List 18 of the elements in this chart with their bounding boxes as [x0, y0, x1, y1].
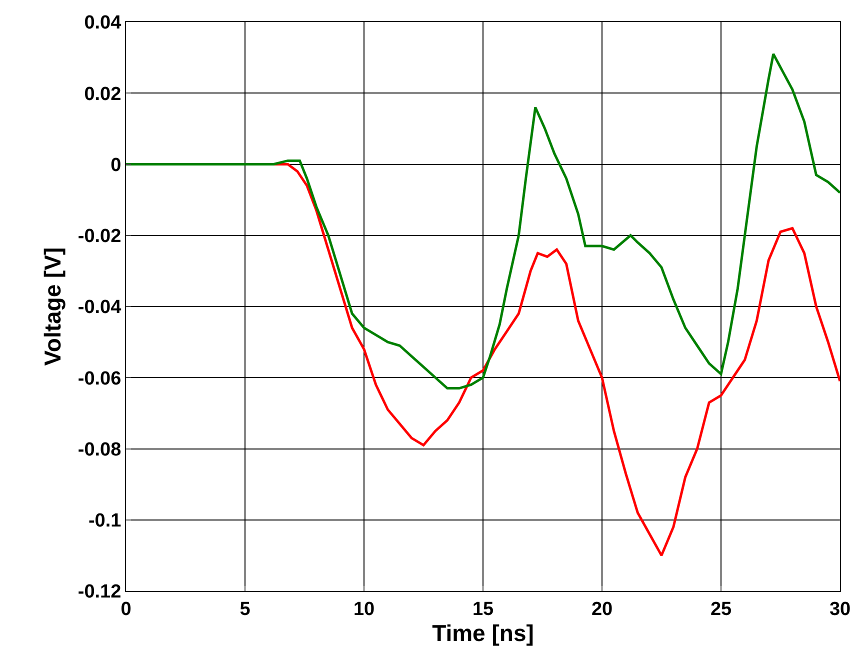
y-tick-label: 0.04: [84, 12, 122, 34]
y-tick-label: -0.04: [78, 297, 122, 318]
x-tick-label: 5: [240, 598, 251, 620]
y-tick-label: 0.02: [84, 84, 122, 105]
x-axis-title: Time [ns]: [432, 620, 534, 646]
x-tick-label: 15: [472, 598, 494, 620]
y-tick-label: 0: [110, 154, 122, 176]
y-tick-label: -0.06: [78, 368, 122, 390]
y-tick-label: -0.12: [78, 582, 122, 603]
y-tick-label: -0.02: [78, 226, 122, 248]
x-tick-label: 20: [591, 598, 613, 620]
x-tick-label: 25: [710, 598, 732, 620]
y-tick-label: -0.08: [78, 439, 122, 460]
x-tick-label: 10: [353, 598, 375, 620]
line-series: [126, 52, 840, 390]
y-axis-title: Voltage [V]: [39, 247, 66, 366]
x-tick-label: 30: [829, 598, 851, 620]
y-tick-label: -0.1: [88, 510, 122, 532]
